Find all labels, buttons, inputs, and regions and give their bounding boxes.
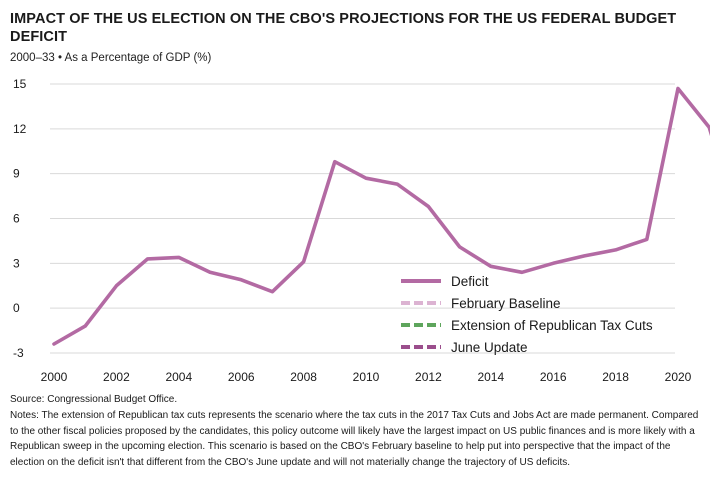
x-tick-label: 2016 xyxy=(540,370,567,384)
legend-label: February Baseline xyxy=(451,296,561,311)
y-tick-label: 0 xyxy=(13,301,20,315)
x-tick-label: 2018 xyxy=(602,370,629,384)
x-tick-label: 2010 xyxy=(353,370,380,384)
notes-text: Notes: The extension of Republican tax c… xyxy=(10,410,699,468)
legend-label: Deficit xyxy=(451,274,489,289)
x-tick-label: 2020 xyxy=(665,370,692,384)
chart-title: IMPACT OF THE US ELECTION ON THE CBO'S P… xyxy=(10,11,677,45)
x-tick-label: 2006 xyxy=(228,370,255,384)
series-lines xyxy=(52,86,710,346)
y-tick-label: 9 xyxy=(13,167,20,181)
chart-subtitle: 2000–33 • As a Percentage of GDP (%) xyxy=(10,52,212,64)
y-tick-label: 6 xyxy=(13,212,20,226)
legend-label: June Update xyxy=(451,340,528,355)
x-tick-label: 2002 xyxy=(103,370,130,384)
gridlines xyxy=(50,83,675,354)
source-note: Source: Congressional Budget Office. xyxy=(10,394,178,405)
y-axis-ticks: -3 0 3 6 9 12 15 xyxy=(13,77,27,360)
y-tick-label: 12 xyxy=(13,122,27,136)
y-tick-label: -3 xyxy=(13,346,24,360)
x-tick-label: 2008 xyxy=(290,370,317,384)
legend: Deficit February Baseline Extension of Rep… xyxy=(401,274,653,355)
x-tick-label: 2014 xyxy=(477,370,504,384)
series-line-deficit xyxy=(52,86,710,346)
x-tick-label: 2012 xyxy=(415,370,442,384)
legend-label: Extension of Republican Tax Cuts xyxy=(451,318,653,333)
x-tick-label: 2004 xyxy=(165,370,192,384)
x-axis-ticks: 2000 2002 2004 2006 2008 2010 2012 2014 2016 2018… xyxy=(41,370,692,384)
y-tick-label: 15 xyxy=(13,77,27,91)
x-tick-label: 2000 xyxy=(41,370,68,384)
y-tick-label: 3 xyxy=(13,256,20,270)
